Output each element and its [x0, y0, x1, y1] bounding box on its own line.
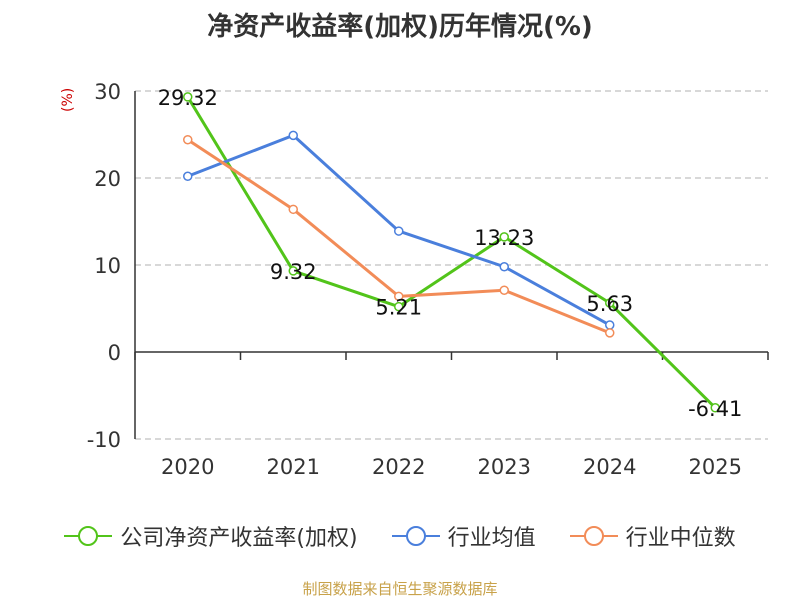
x-tick-label: 2021 [267, 455, 320, 479]
data-label: 5.21 [375, 296, 422, 320]
data-source: 制图数据来自恒生聚源数据库 [302, 580, 498, 598]
data-label: 5.63 [586, 292, 633, 316]
legend-label-company: 公司净资产收益率(加权) [120, 526, 358, 551]
data-point-0 [499, 232, 509, 242]
data-point-1 [605, 320, 615, 330]
legend-item-industry-median[interactable]: 行业中位数 [569, 520, 736, 552]
data-point-2 [499, 285, 509, 295]
y-tick-label: 0 [108, 341, 121, 365]
data-point-2 [183, 134, 193, 145]
data-point-1 [183, 171, 193, 182]
legend-label-industry-mean: 行业均值 [447, 526, 536, 551]
chart-legend: 公司净资产收益率(加权) 行业均值 行业中位数 [0, 520, 800, 552]
data-point-2 [288, 204, 298, 215]
data-label: 9.32 [270, 260, 317, 284]
y-tick-label: -10 [87, 428, 121, 452]
x-tick-label: 2022 [372, 455, 425, 479]
data-label: 29.32 [158, 86, 218, 110]
data-point-1 [499, 261, 509, 272]
data-point-0 [710, 403, 720, 413]
data-point-0 [394, 301, 404, 312]
data-point-2 [394, 291, 404, 302]
legend-item-company[interactable]: 公司净资产收益率(加权) [64, 520, 358, 552]
y-tick-label: 30 [94, 80, 121, 104]
legend-swatch-industry-median [569, 526, 618, 546]
data-point-1 [394, 226, 404, 236]
data-label: 13.23 [474, 226, 534, 250]
chart-title: 净资产收益率(加权)历年情况(%) [207, 12, 593, 42]
legend-label-industry-median: 行业中位数 [625, 526, 736, 551]
data-point-1 [288, 130, 298, 141]
legend-item-industry-mean[interactable]: 行业均值 [391, 520, 536, 552]
series-line-0 [186, 96, 717, 409]
data-point-0 [183, 92, 193, 102]
y-tick-label: 20 [94, 167, 121, 191]
legend-swatch-industry-mean [391, 526, 440, 546]
data-point-0 [605, 298, 615, 308]
y-tick-label: 10 [94, 254, 121, 278]
data-point-0 [288, 266, 298, 276]
x-tick-label: 2024 [583, 455, 636, 479]
data-point-2 [605, 328, 615, 338]
x-tick-label: 2023 [478, 455, 531, 479]
x-tick-label: 2025 [689, 455, 742, 479]
legend-swatch-company [64, 526, 113, 546]
x-tick-label: 2020 [161, 455, 214, 479]
data-label: -6.41 [688, 397, 742, 421]
